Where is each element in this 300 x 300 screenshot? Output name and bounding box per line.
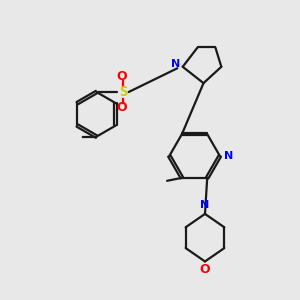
Text: O: O <box>200 263 210 276</box>
Text: S: S <box>119 85 128 99</box>
Text: O: O <box>116 101 127 114</box>
Text: N: N <box>171 59 180 69</box>
Text: N: N <box>200 200 210 210</box>
Text: O: O <box>116 70 127 83</box>
Text: N: N <box>224 151 234 161</box>
